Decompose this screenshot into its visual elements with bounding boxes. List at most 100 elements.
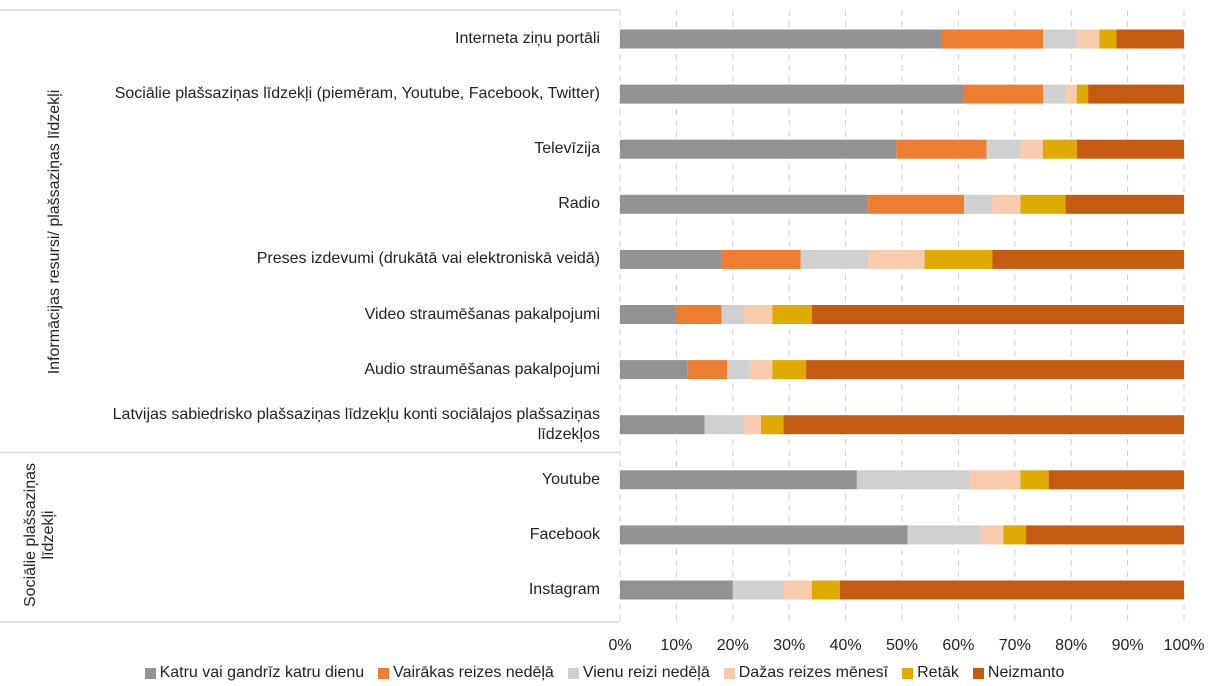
bar-segment bbox=[856, 470, 970, 490]
bar-segment bbox=[783, 580, 812, 600]
bar-segment bbox=[744, 305, 773, 324]
bar-segment bbox=[1026, 525, 1184, 545]
category-label: Audio straumēšanas pakalpojumi bbox=[364, 360, 600, 378]
bar-segment bbox=[1065, 84, 1077, 104]
legend-label: Vienu reizi nedēļā bbox=[582, 664, 710, 681]
bar-segment bbox=[1043, 84, 1066, 104]
bar-segment bbox=[721, 249, 801, 269]
bar-segment bbox=[964, 194, 993, 214]
legend-item: Neizmanto bbox=[972, 664, 1065, 682]
bar-segment bbox=[1099, 29, 1117, 49]
bar-segment bbox=[620, 305, 677, 324]
legend-swatch bbox=[144, 667, 156, 679]
bar-segment bbox=[1048, 470, 1184, 490]
bar-segment bbox=[1043, 139, 1077, 159]
bar-segment bbox=[704, 415, 745, 435]
legend-label: Neizmanto bbox=[987, 664, 1065, 681]
bar-segment bbox=[992, 249, 1184, 269]
category-label: Televīzija bbox=[534, 140, 600, 158]
legend-swatch bbox=[567, 667, 579, 679]
x-tick-label: 10% bbox=[660, 637, 693, 654]
bar-segment bbox=[1020, 139, 1043, 159]
bar-segment bbox=[749, 360, 773, 380]
bar-segment bbox=[620, 525, 908, 545]
legend-swatch bbox=[723, 667, 735, 679]
x-tick-label: 50% bbox=[885, 637, 919, 654]
bar-segment bbox=[811, 580, 840, 600]
legend-item: Katru vai gandrīz katru dienu bbox=[144, 664, 364, 682]
bar-segment bbox=[620, 84, 965, 104]
bar-segment bbox=[924, 249, 993, 269]
legend-item: Vairākas reizes nedēļā bbox=[378, 664, 554, 682]
legend-label: Retāk bbox=[917, 664, 959, 681]
bar-segment bbox=[1020, 194, 1066, 214]
bar-segment bbox=[744, 415, 761, 435]
bar-segment bbox=[986, 139, 1021, 159]
bar-segment bbox=[1076, 84, 1089, 104]
x-tick-label: 80% bbox=[1055, 637, 1088, 654]
bar-segment bbox=[676, 305, 722, 324]
legend-swatch bbox=[972, 667, 984, 679]
bar-segment bbox=[806, 360, 1184, 380]
bar-segment bbox=[727, 360, 750, 380]
x-tick-label: 40% bbox=[829, 637, 862, 654]
x-tick-label: 70% bbox=[998, 637, 1031, 654]
legend-item: Retāk bbox=[902, 664, 959, 682]
bar-segment bbox=[772, 360, 807, 380]
category-label: Latvijas sabiedrisko plašsaziņas līdzekļ… bbox=[112, 405, 600, 443]
bar-segment bbox=[772, 305, 812, 324]
category-label: Interneta ziņu portāli bbox=[455, 30, 600, 47]
bar-segment bbox=[761, 415, 784, 435]
bar-segment bbox=[839, 580, 1184, 600]
bar-segment bbox=[964, 84, 1043, 104]
bar-segment bbox=[620, 470, 857, 490]
bar-segment bbox=[868, 249, 925, 269]
group-label: Sociālie plašsaziņas līdzekļi bbox=[22, 462, 57, 607]
legend-label: Vairākas reizes nedēļā bbox=[393, 664, 554, 681]
legend: Katru vai gandrīz katru dienu Vairākas re… bbox=[0, 664, 1209, 682]
bar-segment bbox=[1003, 525, 1027, 545]
bar-segment bbox=[620, 139, 897, 159]
legend-item: Vienu reizi nedēļā bbox=[567, 664, 710, 682]
category-label: Instagram bbox=[528, 581, 600, 598]
bar-segment bbox=[969, 470, 1021, 490]
category-label: Facebook bbox=[529, 525, 600, 543]
x-tick-label: 0% bbox=[608, 637, 632, 654]
bar-segment bbox=[620, 194, 869, 214]
bar-segment bbox=[1088, 84, 1184, 104]
bar-segment bbox=[868, 194, 965, 214]
bar-segment bbox=[1020, 470, 1049, 490]
bar-segment bbox=[783, 415, 1184, 435]
x-tick-label: 90% bbox=[1111, 637, 1144, 654]
bar-segment bbox=[620, 360, 688, 380]
legend-swatch bbox=[902, 667, 914, 679]
x-tick-label: 100% bbox=[1163, 637, 1205, 654]
bar-segment bbox=[1076, 139, 1184, 159]
bar-segment bbox=[620, 29, 942, 49]
x-tick-label: 30% bbox=[773, 637, 806, 654]
bar-segment bbox=[620, 415, 705, 435]
legend-swatch bbox=[378, 667, 390, 679]
x-tick-label: 20% bbox=[716, 637, 749, 654]
bar-segment bbox=[1065, 194, 1184, 214]
category-label: Sociālie plašsaziņas līdzekļi (piemēram,… bbox=[114, 85, 600, 103]
bar-segment bbox=[811, 305, 1184, 324]
bar-segment bbox=[980, 525, 1004, 545]
bar-segment bbox=[907, 525, 981, 545]
bar-segment bbox=[1043, 29, 1077, 49]
bar-segment bbox=[732, 580, 784, 600]
category-label: Youtube bbox=[541, 470, 600, 488]
legend-item: Dažas reizes mēnesī bbox=[723, 664, 888, 682]
group-label: Informācijas resursi/ plašsaziņas līdzek… bbox=[46, 89, 63, 375]
bar-segment bbox=[941, 29, 1043, 49]
bar-segment bbox=[620, 580, 733, 600]
bar-segment bbox=[800, 249, 869, 269]
bar-segment bbox=[620, 249, 722, 269]
bar-segment bbox=[687, 360, 728, 380]
category-label: Video straumēšanas pakalpojumi bbox=[364, 305, 600, 323]
bar-segment bbox=[992, 194, 1021, 214]
category-label: Preses izdevumi (drukātā vai elektronisk… bbox=[256, 250, 600, 268]
bar-segment bbox=[1116, 29, 1184, 49]
